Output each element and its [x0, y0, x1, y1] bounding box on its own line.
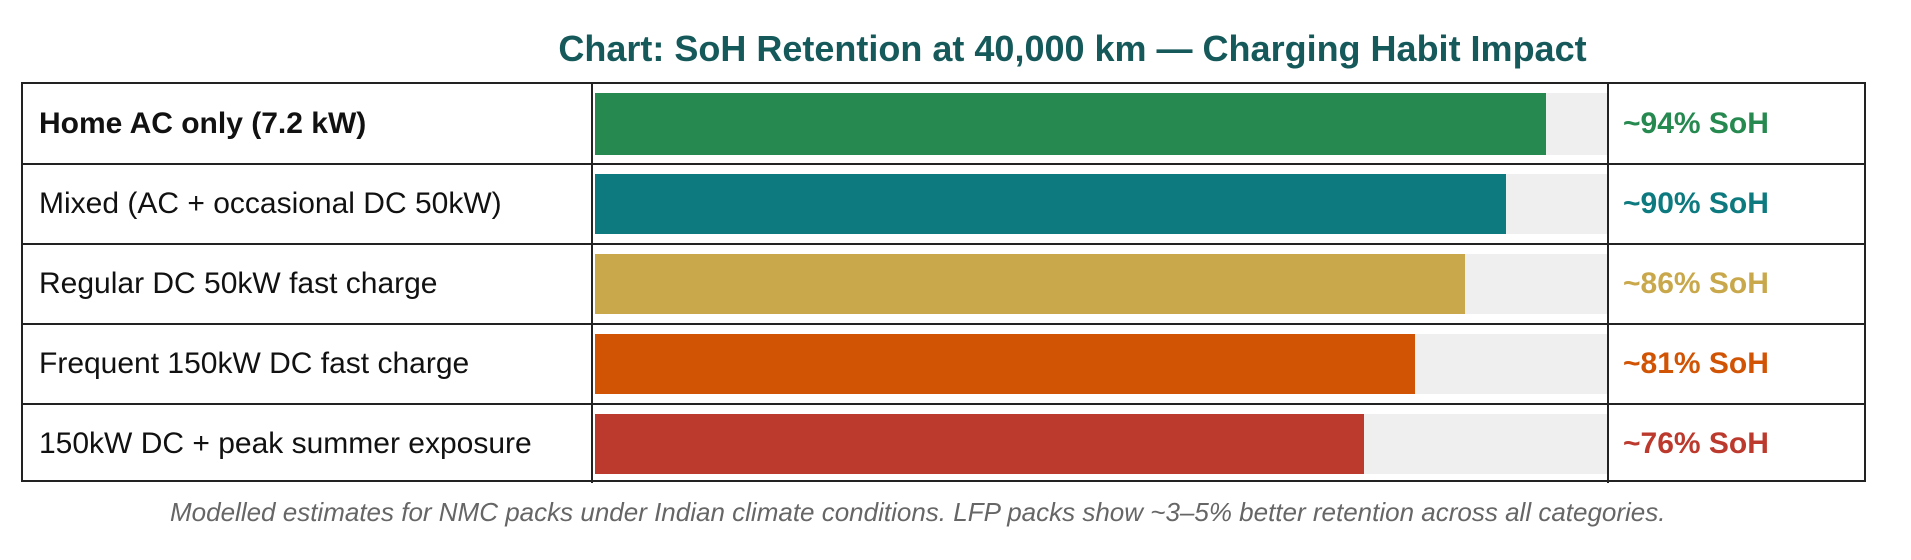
- bar-cell: [595, 325, 1609, 403]
- bar-track: [595, 334, 1607, 394]
- bar-track: [595, 174, 1607, 234]
- chart-footnote: Modelled estimates for NMC packs under I…: [170, 497, 1666, 527]
- bar: [595, 254, 1466, 314]
- value-label: ~86% SoH: [1623, 267, 1769, 300]
- bar-cell: [595, 84, 1609, 164]
- category-label: Regular DC 50kW fast charge: [23, 245, 593, 323]
- bar-cell: [595, 165, 1609, 243]
- chart-row: Frequent 150kW DC fast charge ~81% SoH: [23, 323, 1864, 403]
- chart-table: Home AC only (7.2 kW) ~94% SoH Mixed (AC +…: [21, 82, 1866, 483]
- bar: [595, 334, 1415, 394]
- chart-row: Mixed (AC + occasional DC 50kW) ~90% SoH: [23, 163, 1864, 243]
- value-label: ~94% SoH: [1623, 107, 1769, 140]
- chart-row: Home AC only (7.2 kW) ~94% SoH: [23, 84, 1864, 164]
- chart-row: 150kW DC + peak summer exposure ~76% SoH: [23, 403, 1864, 483]
- bar-track: [595, 93, 1607, 155]
- bar-track: [595, 254, 1607, 314]
- value-label: ~81% SoH: [1623, 347, 1769, 380]
- bar: [595, 93, 1547, 155]
- category-label: Mixed (AC + occasional DC 50kW): [23, 165, 593, 243]
- value-label: ~76% SoH: [1623, 427, 1769, 460]
- bar-cell: [595, 245, 1609, 323]
- bar-cell: [595, 405, 1609, 483]
- category-label: 150kW DC + peak summer exposure: [23, 405, 593, 483]
- bar: [595, 174, 1506, 234]
- value-label: ~90% SoH: [1623, 187, 1769, 220]
- bar: [595, 414, 1365, 474]
- category-label: Frequent 150kW DC fast charge: [23, 325, 593, 403]
- category-label: Home AC only (7.2 kW): [23, 84, 593, 164]
- chart-title: Chart: SoH Retention at 40,000 km — Char…: [558, 28, 1587, 69]
- chart-row: Regular DC 50kW fast charge ~86% SoH: [23, 243, 1864, 323]
- bar-track: [595, 414, 1607, 474]
